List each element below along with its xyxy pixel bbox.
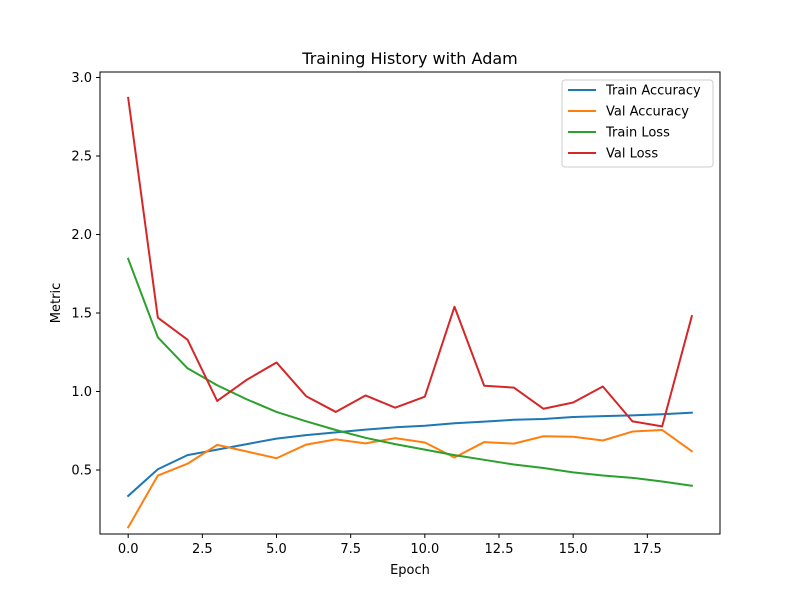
y-tick-label: 1.5 — [71, 307, 92, 322]
x-tick-label: 5.0 — [266, 542, 287, 557]
y-tick-label: 3.0 — [71, 71, 92, 86]
y-tick-label: 2.5 — [71, 150, 92, 165]
x-tick-label: 15.0 — [559, 542, 588, 557]
legend-label-train-loss: Train Loss — [605, 126, 670, 141]
x-tick-label: 0.0 — [118, 542, 139, 557]
x-tick-label: 7.5 — [340, 542, 361, 557]
series-line-val-accuracy — [126, 428, 694, 529]
x-tick-label: 2.5 — [192, 542, 213, 557]
series-layer — [126, 96, 694, 529]
y-tick-label: 2.0 — [71, 228, 92, 243]
x-tick-label: 10.0 — [410, 542, 439, 557]
y-axis-label: Metric — [49, 283, 64, 323]
y-axis-ticks: 0.5 1.0 1.5 2.0 2.5 3.0 — [71, 71, 100, 479]
x-axis-ticks: 0.0 2.5 5.0 7.5 10.0 12.5 15.0 17.5 — [118, 534, 662, 557]
legend-label-train-accuracy: Train Accuracy — [605, 84, 701, 99]
y-tick-label: 0.5 — [71, 464, 92, 479]
legend-label-val-loss: Val Loss — [606, 147, 658, 162]
legend: Train Accuracy Val Accuracy Train Loss Val … — [561, 79, 714, 168]
chart-title: Training History with Adam — [301, 49, 517, 68]
y-tick-label: 1.0 — [71, 385, 92, 400]
legend-label-val-accuracy: Val Accuracy — [606, 105, 689, 120]
x-tick-label: 12.5 — [485, 542, 514, 557]
series-line-val-loss — [127, 96, 694, 428]
x-axis-label: Epoch — [390, 563, 430, 578]
x-tick-label: 17.5 — [633, 542, 662, 557]
series-line-train-loss — [126, 257, 693, 487]
series-line-train-accuracy — [126, 411, 693, 498]
legend-box — [561, 79, 714, 168]
plot-area-frame — [99, 71, 721, 535]
